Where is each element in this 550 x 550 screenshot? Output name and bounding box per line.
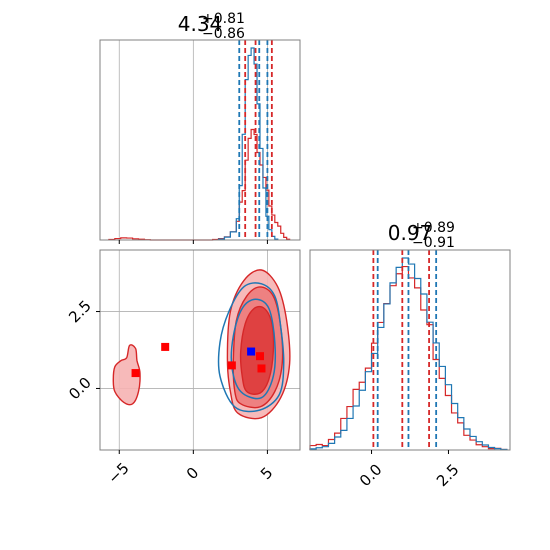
joint-xtick-label-1: 0 <box>183 464 202 483</box>
title-p0-lower: −0.86 <box>202 26 245 42</box>
marker-red-3 <box>256 352 264 361</box>
hist-p0-blue <box>217 47 279 240</box>
title-p1-value: 0.97 <box>388 221 433 245</box>
right-xtick-label-0: 0.0 <box>356 460 386 490</box>
title-p1: 0.97 <box>388 221 433 245</box>
marker-red-1 <box>161 342 170 351</box>
joint-xtick-label-0: −5 <box>104 459 132 487</box>
top-frame <box>99 39 301 241</box>
title-p0-upper: +0.81 <box>202 11 245 27</box>
marginal-p0-panel <box>99 39 301 244</box>
marker-red-4 <box>257 364 266 373</box>
joint-ytick-label-1: 2.5 <box>65 297 95 327</box>
title-p1-lower: −0.91 <box>412 235 455 251</box>
title-p0-value: 4.34 <box>178 12 223 36</box>
marker-blue-0 <box>247 347 256 356</box>
marginal-p1-panel: 0.0 2.5 <box>309 249 511 490</box>
contour-blue-1 <box>230 298 277 400</box>
joint-frame <box>99 249 301 451</box>
joint-ytick-label-0: 0.0 <box>65 374 95 404</box>
joint-p0-p1-panel: −5 0 5 0.0 2.5 <box>65 249 301 487</box>
right-xtick-label-1: 2.5 <box>433 460 463 490</box>
title-p1-upper: +0.89 <box>412 220 455 236</box>
hist-p0-red <box>108 128 291 241</box>
marker-red-2 <box>227 361 236 370</box>
title-p0: 4.34 <box>178 12 223 36</box>
joint-xtick-label-2: 5 <box>257 464 276 483</box>
marker-red-0 <box>131 369 140 378</box>
right-frame <box>309 249 511 451</box>
contour-red-3 <box>112 344 141 406</box>
contour-blue-0 <box>217 282 285 413</box>
